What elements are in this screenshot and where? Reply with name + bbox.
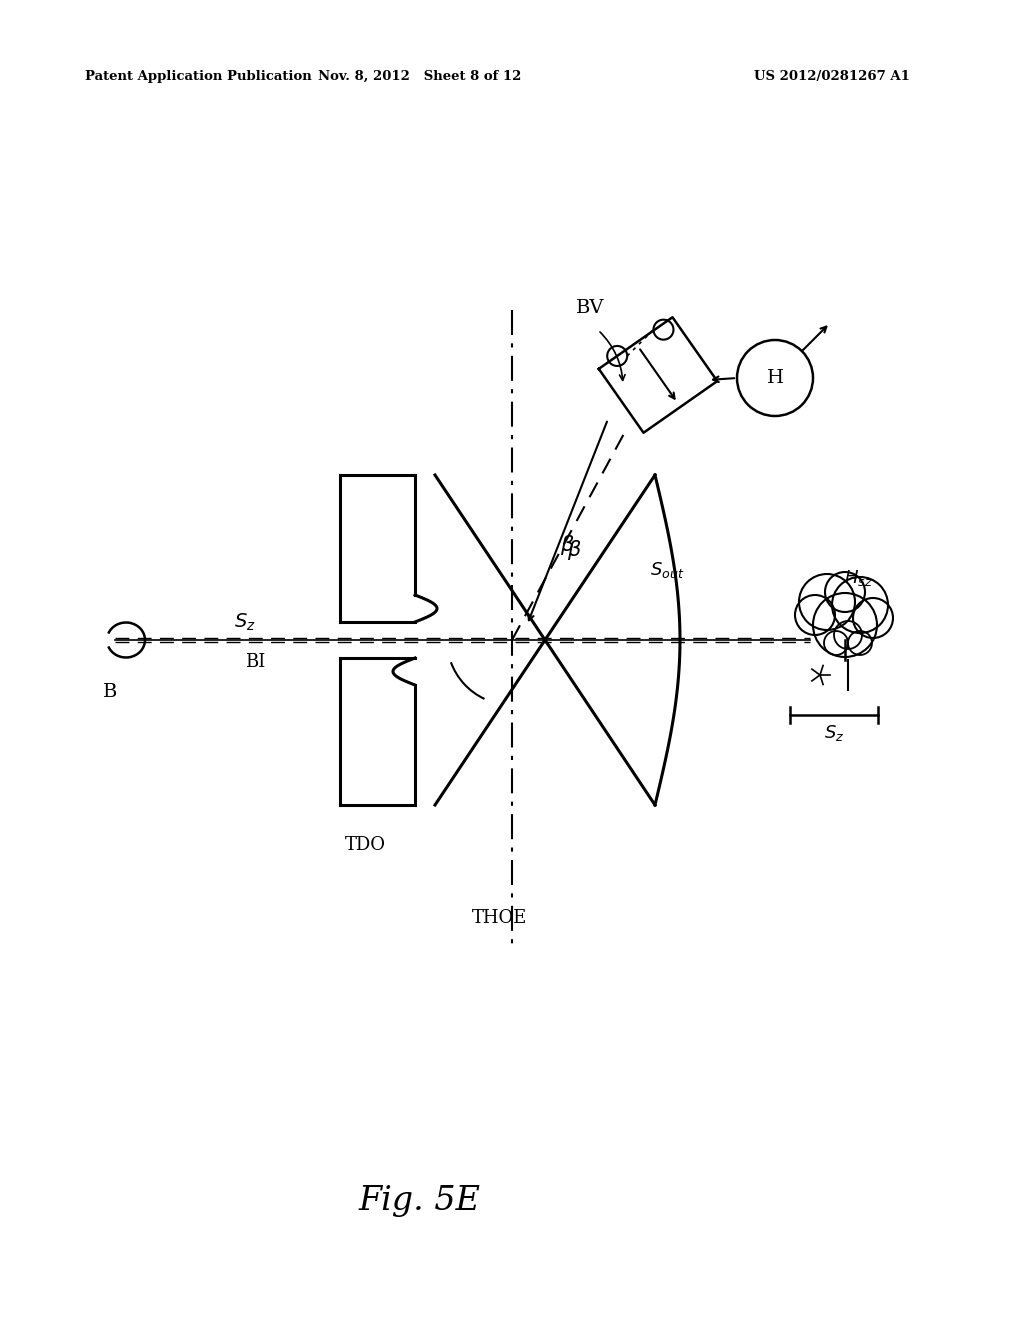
Text: $\beta$: $\beta$ — [566, 539, 582, 562]
Text: B: B — [102, 682, 117, 701]
Text: $S_z$: $S_z$ — [824, 723, 844, 743]
Text: H: H — [767, 370, 783, 387]
Text: $H_{sz}$: $H_{sz}$ — [844, 568, 872, 587]
Text: Patent Application Publication: Patent Application Publication — [85, 70, 311, 83]
Text: THOE: THOE — [472, 909, 527, 927]
Text: $\beta$: $\beta$ — [560, 533, 574, 557]
Text: $S_{out}$: $S_{out}$ — [650, 560, 684, 579]
Text: BI: BI — [245, 653, 265, 671]
Text: TDO: TDO — [344, 836, 385, 854]
Text: US 2012/0281267 A1: US 2012/0281267 A1 — [754, 70, 910, 83]
Text: $S_z$: $S_z$ — [234, 611, 256, 632]
Text: Fig. 5E: Fig. 5E — [359, 1185, 481, 1217]
Text: Nov. 8, 2012   Sheet 8 of 12: Nov. 8, 2012 Sheet 8 of 12 — [318, 70, 521, 83]
Text: BV: BV — [575, 300, 604, 317]
